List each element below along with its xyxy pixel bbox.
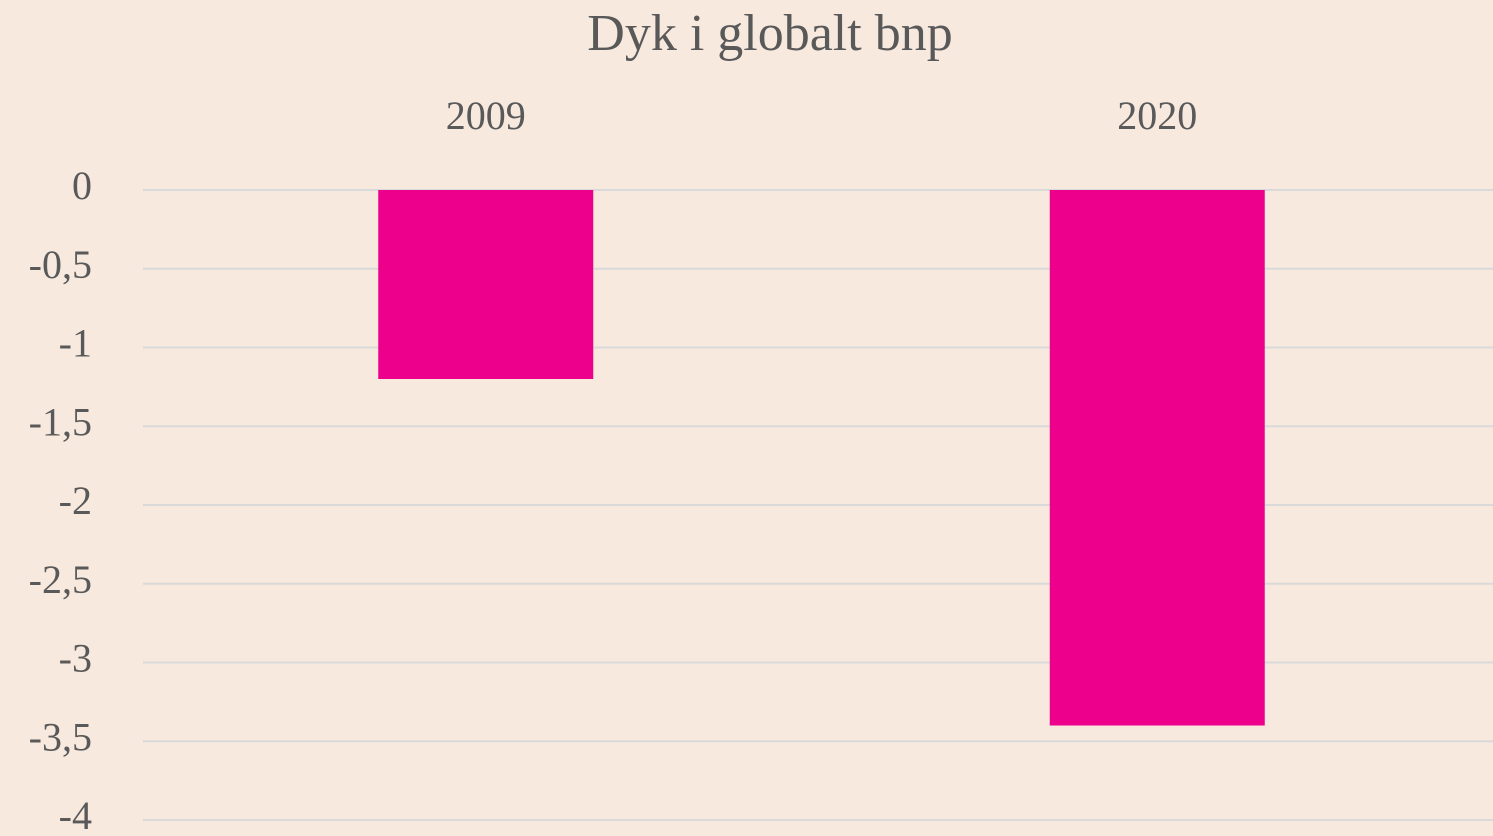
y-tick-label: -2,5 (29, 557, 92, 602)
y-tick-label: -4 (59, 793, 92, 836)
y-tick-label: -2 (59, 478, 92, 523)
chart-title: Dyk i globalt bnp (587, 5, 952, 62)
y-tick-label: -1,5 (29, 399, 92, 444)
x-tick-label: 2020 (1117, 93, 1197, 138)
y-tick-label: -3 (59, 636, 92, 681)
bar (1049, 190, 1265, 726)
y-tick-label: -0,5 (29, 242, 92, 287)
y-tick-label: -1 (59, 321, 92, 366)
y-tick-label: 0 (72, 163, 92, 208)
bar (378, 190, 594, 379)
y-tick-label: -3,5 (29, 714, 92, 759)
x-tick-label: 2009 (446, 93, 526, 138)
